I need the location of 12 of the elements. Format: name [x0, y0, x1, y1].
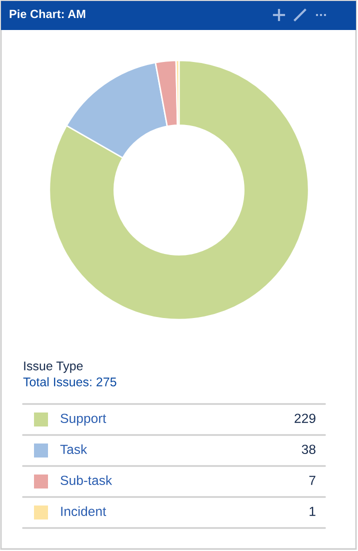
- legend-label: Task: [60, 444, 88, 454]
- legend-label: Support: [60, 414, 106, 426]
- data-label: 1: [310, 506, 316, 516]
- data-label: 7: [309, 476, 316, 485]
- legend-label: Incident: [61, 506, 106, 516]
- legend-label: Sub-task: [60, 475, 112, 486]
- chart-title: Pie Chart: AM: [10, 10, 86, 18]
- text: Total Issues: 275: [23, 377, 116, 386]
- donut-slice: [48, 60, 310, 320]
- data-label: 229: [294, 414, 316, 424]
- data-label: 38: [302, 444, 316, 454]
- legend-title: Issue Type: [24, 362, 83, 373]
